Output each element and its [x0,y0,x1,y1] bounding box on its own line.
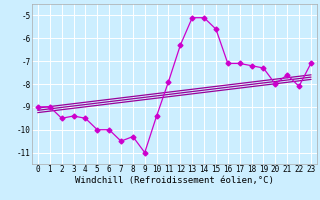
X-axis label: Windchill (Refroidissement éolien,°C): Windchill (Refroidissement éolien,°C) [75,176,274,185]
